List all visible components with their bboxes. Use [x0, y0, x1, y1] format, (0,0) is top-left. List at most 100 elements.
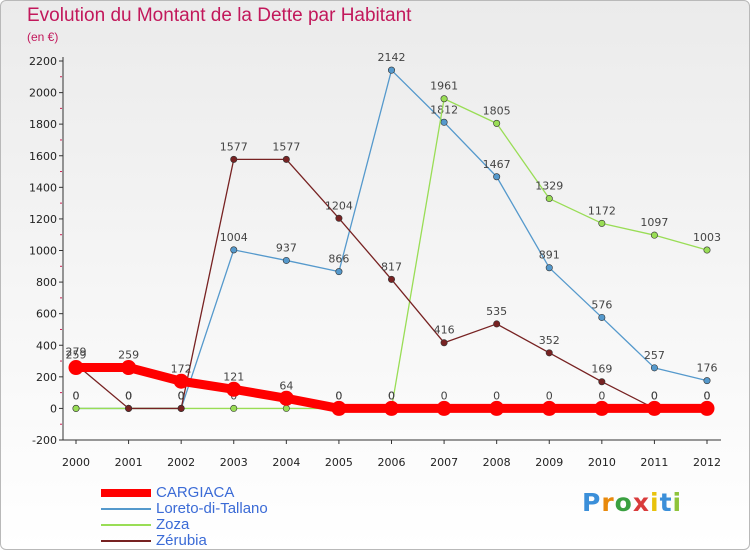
data-label: 0	[598, 389, 605, 402]
data-point	[545, 264, 553, 272]
data-label: 866	[328, 253, 349, 266]
data-label: 535	[486, 305, 507, 318]
data-label: 259	[118, 349, 139, 362]
chart-subtitle: (en €)	[27, 30, 59, 44]
legend-label: Zoza	[156, 516, 190, 533]
data-point	[125, 404, 133, 412]
legend-label: Loreto-di-Tallano	[156, 500, 268, 517]
x-tick-label: 2009	[535, 456, 563, 469]
data-label: 1961	[430, 80, 458, 93]
legend-item: Zoza	[101, 516, 401, 533]
legend-label: CARGIACA	[156, 484, 235, 501]
x-tick-label: 2003	[220, 456, 248, 469]
data-label: 0	[178, 389, 185, 402]
data-label: 0	[125, 389, 132, 402]
data-point	[387, 66, 395, 74]
data-point	[440, 118, 448, 126]
data-point	[493, 173, 501, 181]
data-label: 1805	[483, 104, 511, 117]
proxiti-logo: Proxiti	[582, 488, 682, 517]
data-point	[703, 246, 711, 254]
y-tick-label: 1000	[29, 245, 57, 258]
data-point	[230, 246, 238, 254]
x-tick-label: 2004	[272, 456, 300, 469]
data-label: 176	[697, 362, 718, 375]
logo-letter: t	[659, 488, 673, 517]
logo-letter: P	[582, 488, 602, 517]
data-label: 257	[644, 349, 665, 362]
y-tick-label: 800	[36, 276, 57, 289]
y-tick-label: 0	[50, 402, 57, 415]
data-point	[230, 404, 238, 412]
legend-item: CARGIACA	[101, 484, 401, 501]
data-point	[121, 360, 137, 376]
y-tick-label: 1800	[29, 118, 57, 131]
data-label: 0	[704, 389, 711, 402]
data-label: 817	[381, 260, 402, 273]
y-tick-label: 1400	[29, 181, 57, 194]
data-label: 416	[434, 324, 455, 337]
legend-item: Zérubia	[101, 532, 401, 549]
data-label: 0	[178, 389, 185, 402]
logo-letter: o	[614, 488, 633, 517]
data-point	[541, 400, 557, 416]
data-point	[177, 404, 185, 412]
logo-letter: i	[672, 488, 683, 517]
data-label: 891	[539, 249, 560, 262]
data-label: 0	[335, 389, 342, 402]
data-point	[493, 320, 501, 328]
data-label: 1329	[535, 180, 563, 193]
x-tick-label: 2007	[430, 456, 458, 469]
logo-letter: i	[650, 488, 660, 517]
data-label: 1097	[640, 216, 668, 229]
y-tick-label: 1600	[29, 150, 57, 163]
data-point	[489, 400, 505, 416]
data-point	[594, 400, 610, 416]
data-point	[436, 400, 452, 416]
data-point	[226, 381, 242, 397]
data-label: 2142	[378, 51, 406, 64]
data-label: 0	[73, 389, 80, 402]
y-tick-label: 200	[36, 371, 57, 384]
data-label: 0	[651, 389, 658, 402]
legend-label: Zérubia	[156, 532, 207, 549]
data-point	[173, 373, 189, 389]
data-point	[387, 275, 395, 283]
data-point	[545, 349, 553, 357]
x-tick-label: 2011	[640, 456, 668, 469]
data-label: 0	[178, 389, 185, 402]
data-label: 352	[539, 334, 560, 347]
logo-letter: r	[601, 488, 615, 517]
data-point	[493, 119, 501, 127]
chart-title: Evolution du Montant de la Dette par Hab…	[27, 5, 412, 26]
data-label: 0	[493, 389, 500, 402]
x-tick-label: 2005	[325, 456, 353, 469]
x-tick-label: 2002	[167, 456, 195, 469]
data-label: 1204	[325, 199, 353, 212]
data-label: 1812	[430, 103, 458, 116]
data-label: 0	[73, 389, 80, 402]
data-label: 0	[335, 389, 342, 402]
data-point	[650, 231, 658, 239]
y-tick-label: 1200	[29, 213, 57, 226]
data-point	[598, 219, 606, 227]
data-label: 0	[651, 389, 658, 402]
data-point	[335, 214, 343, 222]
data-label: 1577	[272, 140, 300, 153]
data-point	[598, 378, 606, 386]
y-tick-label: 400	[36, 339, 57, 352]
data-label: 1467	[483, 158, 511, 171]
legend-item: Loreto-di-Tallano	[101, 500, 401, 517]
data-label: 169	[591, 363, 612, 376]
data-label: 937	[276, 241, 297, 254]
data-point	[230, 155, 238, 163]
x-tick-label: 2001	[115, 456, 143, 469]
x-tick-label: 2000	[62, 456, 90, 469]
logo-letter: x	[632, 488, 650, 517]
series-line	[75, 69, 708, 410]
data-point	[650, 364, 658, 372]
data-label: 0	[704, 389, 711, 402]
y-tick-label: -200	[32, 434, 57, 447]
data-label: 0	[125, 389, 132, 402]
data-label: 1003	[693, 231, 721, 244]
